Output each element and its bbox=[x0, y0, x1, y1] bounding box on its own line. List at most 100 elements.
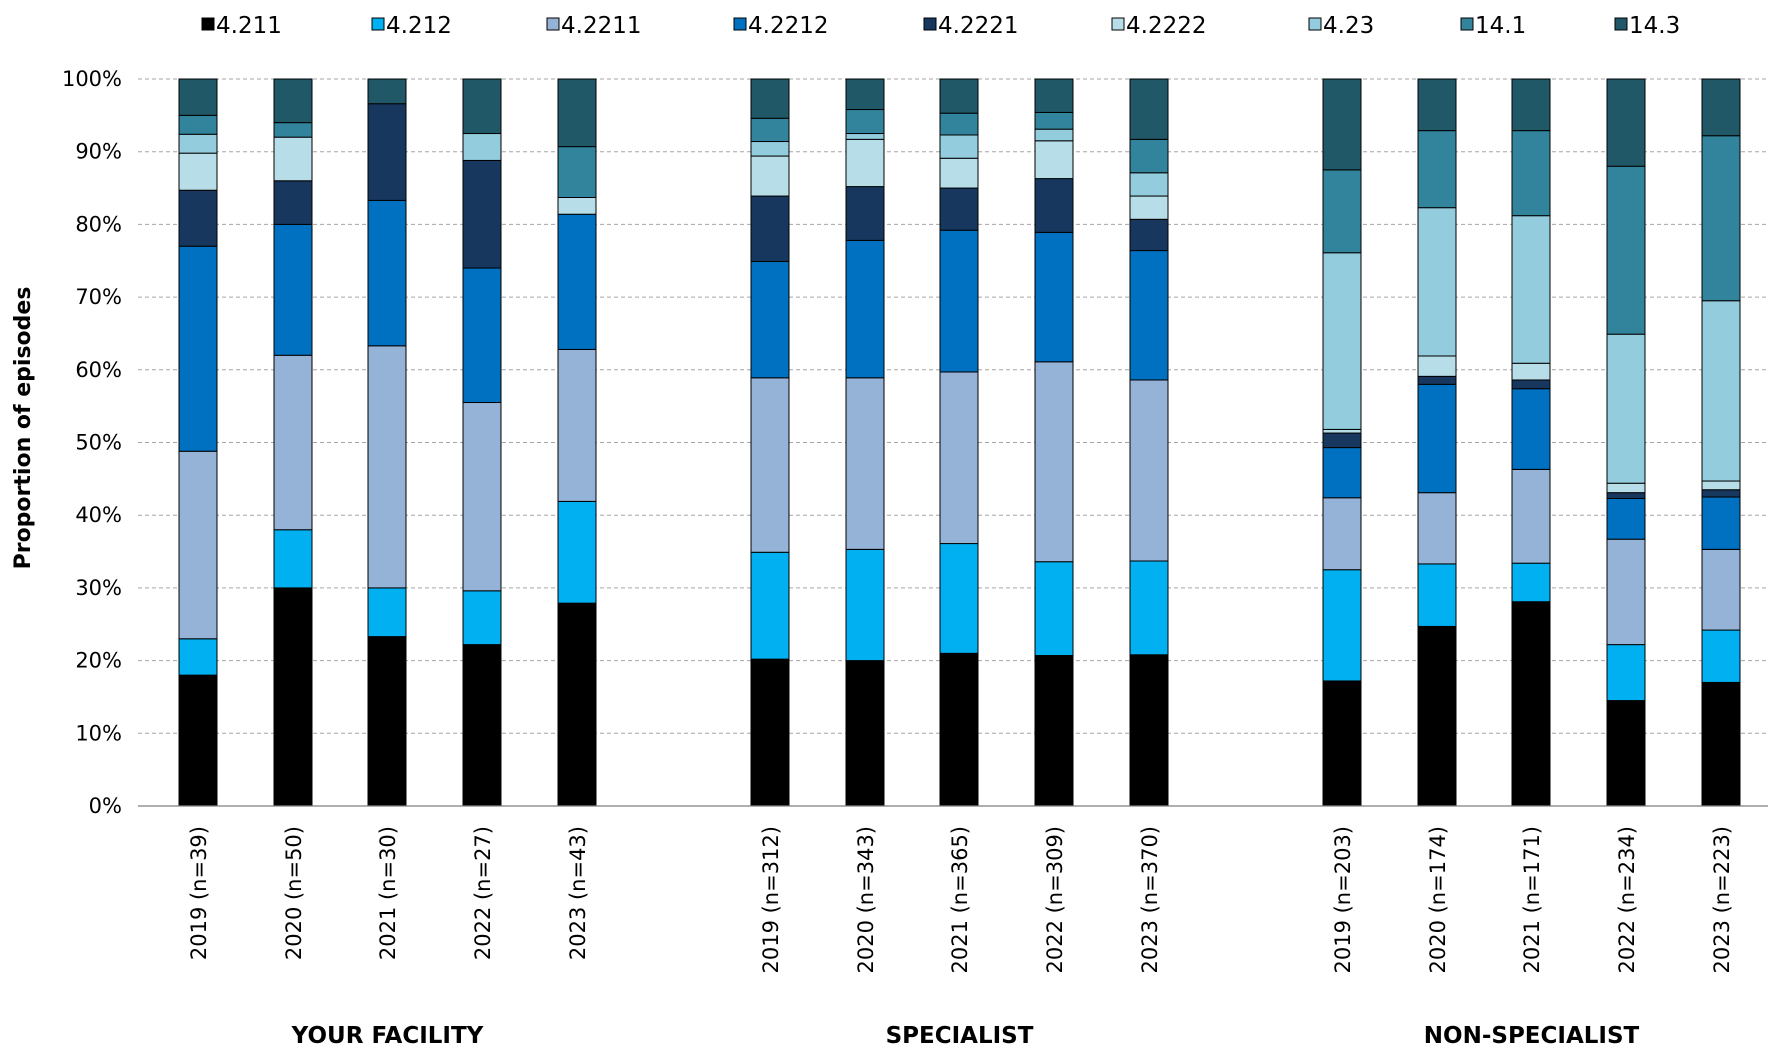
x-tick-label: 2021 (n=30) bbox=[376, 826, 400, 960]
bar-segment-4.23 bbox=[1322, 252, 1362, 430]
bar-segment-4.2221 bbox=[1606, 492, 1646, 499]
bar-segment-4.2222 bbox=[750, 155, 790, 197]
bar-segment-4.211 bbox=[557, 602, 597, 807]
bar-segment-14.3 bbox=[750, 78, 790, 119]
bar-segment-4.211 bbox=[1034, 655, 1074, 807]
legend-label-4.23: 4.23 bbox=[1323, 13, 1374, 39]
y-tick-label: 20% bbox=[75, 649, 122, 673]
bar-2023 (n=43) bbox=[557, 78, 597, 807]
bar-segment-4.2222 bbox=[1034, 140, 1074, 180]
bar-segment-14.1 bbox=[1701, 135, 1741, 302]
bar-segment-4.2222 bbox=[1511, 362, 1551, 381]
legend-label-4.2212: 4.2212 bbox=[748, 13, 828, 39]
bar-2021 (n=30) bbox=[367, 78, 407, 807]
bar-segment-14.1 bbox=[1322, 169, 1362, 254]
bar-segment-4.2222 bbox=[1322, 428, 1362, 434]
bar-segment-4.2222 bbox=[845, 138, 885, 188]
x-tick-label: 2023 (n=223) bbox=[1710, 826, 1734, 974]
y-tick-label: 80% bbox=[75, 212, 122, 236]
bar-segment-14.1 bbox=[939, 112, 979, 136]
y-tick-label: 90% bbox=[75, 140, 122, 164]
bar-segment-4.211 bbox=[845, 660, 885, 807]
bar-segment-4.2211 bbox=[557, 348, 597, 502]
y-tick-label: 50% bbox=[75, 431, 122, 455]
bar-segment-4.2212 bbox=[273, 223, 313, 356]
bar-segment-14.3 bbox=[1511, 78, 1551, 132]
bar-segment-4.2222 bbox=[1129, 195, 1169, 220]
bar-segment-4.211 bbox=[1701, 681, 1741, 807]
bar-segment-4.212 bbox=[1417, 563, 1457, 627]
legend-swatch-4.2211 bbox=[546, 17, 560, 31]
bar-segment-4.211 bbox=[367, 636, 407, 807]
bar-segment-14.3 bbox=[1034, 78, 1074, 113]
y-tick-label: 40% bbox=[75, 503, 122, 527]
bar-segment-4.212 bbox=[1606, 644, 1646, 702]
bar-2023 (n=370) bbox=[1129, 78, 1169, 807]
bar-segment-4.212 bbox=[939, 543, 979, 654]
group-label: NON-SPECIALIST bbox=[1424, 1023, 1640, 1049]
bar-segment-4.2211 bbox=[178, 450, 218, 640]
bar-segment-4.212 bbox=[462, 590, 502, 646]
bar-segment-14.3 bbox=[462, 78, 502, 135]
bar-segment-4.211 bbox=[1606, 700, 1646, 807]
legend-swatch-4.2221 bbox=[923, 17, 937, 31]
y-tick-label: 0% bbox=[89, 794, 122, 818]
y-tick-label: 10% bbox=[75, 721, 122, 745]
bar-segment-4.2222 bbox=[1417, 355, 1457, 377]
y-tick-label: 70% bbox=[75, 285, 122, 309]
bar-segment-4.23 bbox=[845, 133, 885, 140]
bar-segment-4.2221 bbox=[462, 159, 502, 269]
x-tick-label: 2021 (n=365) bbox=[948, 826, 972, 974]
bar-segment-14.1 bbox=[1417, 130, 1457, 209]
bar-segment-4.2221 bbox=[1034, 178, 1074, 233]
bar-segment-4.2221 bbox=[273, 180, 313, 225]
legend-swatch-4.212 bbox=[371, 17, 385, 31]
bar-segment-14.1 bbox=[557, 146, 597, 199]
x-tick-label: 2022 (n=234) bbox=[1615, 826, 1639, 974]
group-label: YOUR FACILITY bbox=[291, 1023, 484, 1049]
bar-segment-4.212 bbox=[367, 587, 407, 638]
bar-segment-4.23 bbox=[1417, 207, 1457, 357]
bar-segment-4.2221 bbox=[1322, 432, 1362, 449]
group-labels: YOUR FACILITY SPECIALIST NON-SPECIALIST bbox=[291, 1023, 1640, 1049]
bar-segment-4.212 bbox=[1129, 560, 1169, 656]
bar-segment-14.3 bbox=[557, 78, 597, 148]
bar-segment-4.23 bbox=[178, 133, 218, 154]
x-tick-label: 2021 (n=171) bbox=[1520, 826, 1544, 974]
bar-2020 (n=174) bbox=[1417, 78, 1457, 807]
bar-segment-4.23 bbox=[1701, 300, 1741, 482]
bar-segment-4.211 bbox=[273, 587, 313, 807]
legend-label-4.212: 4.212 bbox=[386, 13, 452, 39]
bar-segment-4.2212 bbox=[1701, 496, 1741, 550]
bar-segment-4.2222 bbox=[939, 157, 979, 189]
bar-segment-4.2221 bbox=[178, 189, 218, 247]
bar-segment-14.3 bbox=[1606, 78, 1646, 167]
bar-segment-4.212 bbox=[178, 638, 218, 676]
y-tick-label: 60% bbox=[75, 358, 122, 382]
y-axis-label: Proportion of episodes bbox=[11, 287, 36, 570]
bar-segment-14.3 bbox=[273, 78, 313, 124]
x-tick-label: 2019 (n=203) bbox=[1331, 826, 1355, 974]
bar-2022 (n=309) bbox=[1034, 78, 1074, 807]
bar-segment-4.211 bbox=[750, 658, 790, 807]
bar-segment-4.2212 bbox=[1322, 447, 1362, 499]
bar-segment-4.2222 bbox=[1606, 482, 1646, 494]
bar-segment-4.212 bbox=[1034, 561, 1074, 657]
bar-segment-4.2221 bbox=[845, 186, 885, 241]
bar-segment-4.212 bbox=[845, 548, 885, 662]
bar-2023 (n=223) bbox=[1701, 78, 1741, 807]
bar-2019 (n=39) bbox=[178, 78, 218, 807]
legend-label-4.2221: 4.2221 bbox=[938, 13, 1018, 39]
bar-segment-4.2212 bbox=[750, 260, 790, 379]
bar-segment-4.211 bbox=[1511, 601, 1551, 807]
bar-segment-4.2212 bbox=[1034, 231, 1074, 363]
bar-segment-4.2212 bbox=[1606, 497, 1646, 540]
bar-segment-4.23 bbox=[750, 141, 790, 157]
bar-segment-4.2211 bbox=[939, 371, 979, 545]
bar-segment-4.2212 bbox=[462, 267, 502, 404]
bar-segment-14.3 bbox=[367, 78, 407, 105]
bar-segment-4.2212 bbox=[367, 199, 407, 347]
bar-segment-4.23 bbox=[462, 133, 502, 161]
bar-segment-4.23 bbox=[1511, 215, 1551, 364]
x-tick-label: 2020 (n=343) bbox=[854, 826, 878, 974]
